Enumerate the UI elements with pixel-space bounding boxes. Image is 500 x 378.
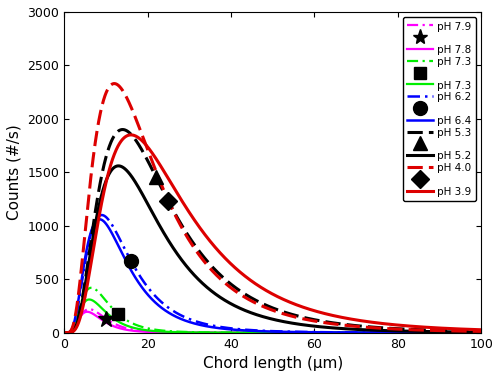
X-axis label: Chord length (μm): Chord length (μm) bbox=[202, 356, 343, 371]
Legend: pH 7.9, , pH 7.8, pH 7.3, , pH 7.3, pH 6.2, , pH 6.4, pH 5.3, , pH 5.2, pH 4.0, : pH 7.9, , pH 7.8, pH 7.3, , pH 7.3, pH 6… bbox=[403, 17, 476, 201]
Y-axis label: Counts (#/s): Counts (#/s) bbox=[7, 124, 22, 220]
